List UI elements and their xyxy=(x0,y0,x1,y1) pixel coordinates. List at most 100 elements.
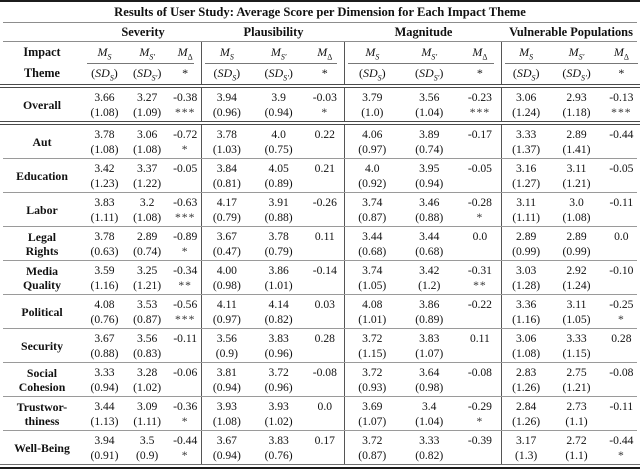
mean-prime-value: 3.25 xyxy=(137,263,158,277)
data-cell: 0.21 xyxy=(306,161,344,191)
data-cell: 4.0 (0.92) xyxy=(345,161,400,191)
data-cell: -0.11 xyxy=(169,331,201,361)
row-label-line: Education xyxy=(16,168,68,183)
group-header-severity: Severity xyxy=(121,25,165,39)
header-col: MΔ * xyxy=(169,42,201,84)
mean-prime-value: 2.92 xyxy=(566,263,587,277)
sig-stars xyxy=(459,380,501,395)
sd-value: (0.97) xyxy=(358,142,387,156)
delta-value: -0.11 xyxy=(609,195,634,209)
row-label-line: Quality xyxy=(22,277,62,292)
mean-value: 3.33 xyxy=(94,365,115,379)
delta-value: -0.44 xyxy=(609,433,634,447)
data-cell: 0.0 xyxy=(603,229,640,259)
header-col: MS′ (SDS′) xyxy=(252,42,306,84)
mean-prime-value: 2.93 xyxy=(566,90,587,104)
row-group-4: 3.11 (1.11) 3.0 (1.08) -0.11 xyxy=(502,193,640,226)
sig-stars xyxy=(306,380,344,395)
mean-prime-value: 3.11 xyxy=(566,161,587,175)
mean-header: MS xyxy=(519,45,534,62)
row-group-3: 4.0 (0.92) 3.95 (0.94) -0.05 xyxy=(345,159,502,192)
data-cell: 4.0 (0.75) xyxy=(252,127,306,157)
sd-header: (SDS) xyxy=(358,66,386,83)
data-cell: 4.00 (0.98) xyxy=(202,263,252,293)
mean-prime-value: 4.0 xyxy=(271,127,286,141)
mean-prime-value: 3.95 xyxy=(419,161,440,175)
mean-value: 3.67 xyxy=(94,331,115,345)
sd-value: (1.0) xyxy=(361,105,384,119)
table-row-mediaquality: Media Quality 3.59 (1.16) 3.25 (1.21) -0.34 ** 4… xyxy=(0,261,640,294)
data-cell: 3.72 (0.87) xyxy=(345,433,400,463)
sd-header: (SDS′) xyxy=(264,66,293,83)
data-cell: 3.72 (0.96) xyxy=(252,365,306,395)
data-cell: -0.38 *** xyxy=(169,90,201,120)
delta-value: -0.06 xyxy=(173,365,198,379)
mean-value: 3.94 xyxy=(216,90,237,104)
sig-stars xyxy=(306,346,344,361)
row-separator xyxy=(3,294,637,295)
data-cell: -0.25 * xyxy=(603,297,640,327)
row-group-4: 2.84 (1.26) 2.73 (1.1) -0.11 xyxy=(502,397,640,430)
sd-prime-value: (0.9) xyxy=(136,448,159,462)
group-header-row: Severity Plausibility Magnitude Vulnerable … xyxy=(0,23,640,41)
delta-value: -0.25 xyxy=(609,297,634,311)
data-cell: 0.0 xyxy=(306,399,344,429)
data-cell: 4.17 (0.79) xyxy=(202,195,252,225)
mean-value: 3.83 xyxy=(94,195,115,209)
mean-header: MS′ xyxy=(568,45,585,62)
delta-value: -0.29 xyxy=(467,399,492,413)
table-row-trustworthiness: Trustwor-thiness 3.44 (1.13) 3.09 (1.11) -0.3… xyxy=(0,397,640,430)
sd-header: (SDS′) xyxy=(415,66,444,83)
data-cell: 3.53 (0.87) xyxy=(125,297,169,327)
sig-stars xyxy=(306,142,344,157)
data-cell: 2.89 (0.99) xyxy=(502,229,550,259)
mean-value: 3.59 xyxy=(94,263,115,277)
data-cell: 3.74 (0.87) xyxy=(345,195,400,225)
data-cell: -0.10 xyxy=(603,263,640,293)
sig-stars: *** xyxy=(469,105,491,119)
mean-prime-value: 4.14 xyxy=(268,297,289,311)
delta-value: -0.08 xyxy=(609,365,634,379)
row-label-line: Well-Being xyxy=(14,440,70,455)
sig-header: * xyxy=(618,66,625,80)
data-cell: 3.67 (0.94) xyxy=(202,433,252,463)
header-col: MS (SDS) xyxy=(202,42,252,84)
data-cell: -0.06 xyxy=(169,365,201,395)
sd-value: (0.98) xyxy=(212,278,241,292)
data-cell: 2.73 (1.1) xyxy=(550,399,602,429)
row-group-4: 3.03 (1.28) 2.92 (1.24) -0.10 xyxy=(502,261,640,294)
row-group-2: 3.81 (0.94) 3.72 (0.96) -0.08 xyxy=(202,363,345,396)
data-cell: 3.86 (1.01) xyxy=(252,263,306,293)
data-cell: 3.89 (0.74) xyxy=(400,127,459,157)
header-group-1: MS (SDS) MS′ (SDS′) MΔ * xyxy=(84,42,202,84)
data-cell: 3.67 (0.47) xyxy=(202,229,252,259)
sd-value: (0.88) xyxy=(90,346,119,360)
delta-value: -0.26 xyxy=(312,195,337,209)
sd-value: (0.87) xyxy=(358,448,387,462)
data-cell: 3.72 (0.93) xyxy=(345,365,400,395)
sd-prime-value: (0.96) xyxy=(264,346,293,360)
sd-value: (1.15) xyxy=(358,346,387,360)
data-cell: 3.78 (0.63) xyxy=(84,229,125,259)
sd-prime-value: (1.04) xyxy=(415,105,444,119)
row-group-2: 4.00 (0.98) 3.86 (1.01) -0.14 xyxy=(202,261,345,294)
mean-value: 3.56 xyxy=(216,331,237,345)
data-cell: 3.27 (1.09) xyxy=(125,90,169,120)
sig-stars xyxy=(459,448,501,463)
row-group-1: 3.66 (1.08) 3.27 (1.09) -0.38 *** xyxy=(84,88,202,121)
delta-value: -0.36 xyxy=(173,399,198,413)
mean-prime-value: 3.4 xyxy=(421,399,437,413)
data-cell: 0.03 xyxy=(306,297,344,327)
data-cell: 3.95 (0.94) xyxy=(400,161,459,191)
sig-stars xyxy=(459,346,501,361)
data-cell: 3.78 (0.79) xyxy=(252,229,306,259)
row-group-3: 3.74 (0.87) 3.46 (0.88) -0.28 * xyxy=(345,193,502,226)
mean-prime-value: 2.73 xyxy=(566,399,587,413)
sd-prime-value: (1.08) xyxy=(562,210,591,224)
sig-stars xyxy=(306,210,344,225)
mean-header: MS xyxy=(365,45,380,62)
sd-header: (SDS) xyxy=(213,66,241,83)
sig-stars: * xyxy=(321,105,329,119)
group-header-magnitude: Magnitude xyxy=(394,25,453,39)
row-label-line: Trustwor- xyxy=(16,399,68,414)
